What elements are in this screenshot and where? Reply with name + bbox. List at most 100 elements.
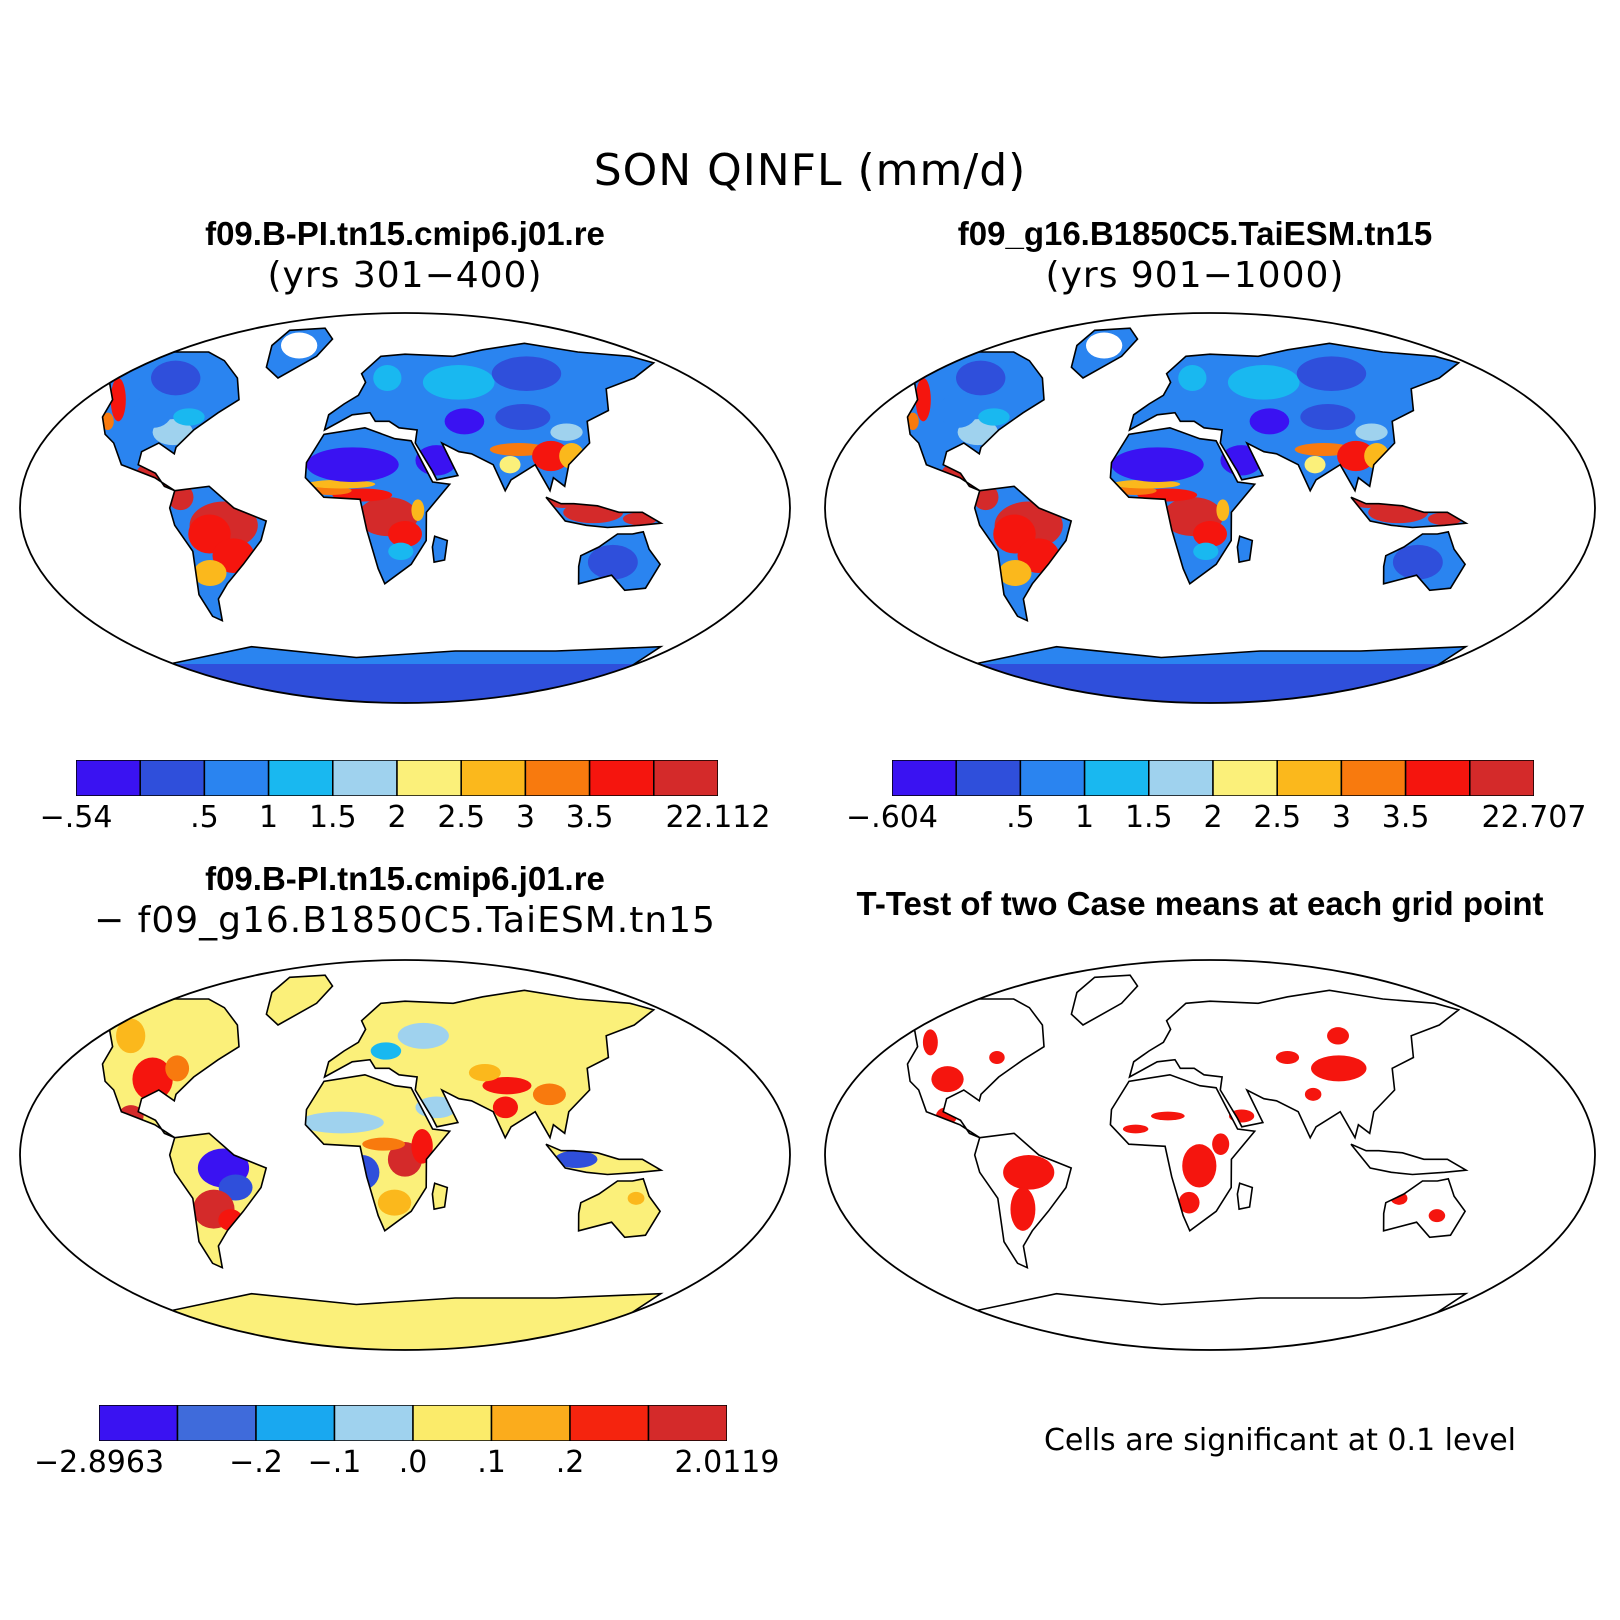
colorbar-tick-label: 2.5: [437, 800, 486, 835]
coastline-antarctica: [851, 1292, 1469, 1350]
value-region: [1337, 440, 1375, 472]
antarctica-field: [851, 664, 1467, 703]
significant-region: [1212, 1133, 1230, 1155]
coastline-greenland: [265, 974, 334, 1026]
value-region: [373, 365, 402, 391]
coastline-madagascar: [1236, 535, 1254, 564]
colorbar-labels-bottom-left: −2.8963 −.2 −.1 .0 .1 .2 2.0119: [34, 1445, 780, 1485]
value-region: [1392, 544, 1443, 580]
colorbar-tick-label: −.54: [39, 800, 113, 835]
value-region: [1296, 356, 1367, 391]
value-region: [1355, 423, 1388, 441]
map-border: [19, 959, 791, 1351]
colorbar-tick-label: 1.5: [1124, 800, 1173, 835]
value-region: [491, 356, 562, 391]
coastline-eurasia: [323, 989, 656, 1140]
colorbar-swatch: [892, 760, 957, 796]
colorbar-swatch: [267, 760, 334, 796]
coastline-africa: [1109, 426, 1257, 586]
colorbar-tick-label: −.604: [846, 800, 938, 835]
map-bottom-right: [824, 959, 1596, 1351]
significant-region: [1003, 1155, 1055, 1190]
colorbar-swatch: [1469, 760, 1534, 796]
colorbar-swatch: [255, 1405, 336, 1441]
coastline-greenland: [265, 327, 334, 379]
colorbar-swatch: [460, 760, 527, 796]
colorbar-swatch: [1148, 760, 1214, 796]
colorbar-tick-label: .0: [398, 1445, 428, 1480]
colorbar-swatch: [396, 760, 462, 796]
panel-subtitle-top-right: (yrs 901−1000): [1045, 255, 1345, 296]
coastline-eurasia: [323, 342, 656, 493]
colorbar-swatch: [139, 760, 206, 796]
value-region: [482, 1077, 532, 1095]
colorbar-swatch: [524, 760, 591, 796]
value-region: [377, 1189, 412, 1216]
coastline-antarctica: [851, 645, 1469, 703]
value-region: [978, 408, 1010, 426]
map-top-right: [824, 312, 1596, 704]
coastline-australia: [1382, 1177, 1467, 1239]
coastline-australia: [577, 1177, 662, 1239]
significant-region: [931, 1066, 964, 1093]
value-region: [133, 393, 173, 428]
colorbar-tick-label: 1: [1075, 800, 1095, 835]
value-region: [397, 1022, 449, 1049]
value-region: [1304, 456, 1326, 474]
colorbar-tick-label: −.2: [229, 1445, 283, 1480]
coastline-eurasia: [1128, 989, 1461, 1140]
coastline-northAmerica: [64, 998, 240, 1139]
coastline-northAmerica: [869, 351, 1045, 492]
value-region: [218, 1174, 253, 1201]
significant-region: [1304, 1087, 1322, 1101]
colorbar-swatch: [569, 1405, 650, 1441]
value-region: [468, 1064, 501, 1082]
colorbar-swatch: [588, 760, 655, 796]
coastline-indonesia: [545, 496, 664, 529]
value-region: [193, 560, 227, 586]
antarctica-field: [46, 664, 662, 703]
colorbar-tick-label: .2: [555, 1445, 585, 1480]
value-region: [422, 365, 495, 400]
colorbar-tick-label: −.1: [307, 1445, 362, 1480]
value-region: [165, 1055, 190, 1082]
value-region: [132, 1057, 173, 1101]
value-region: [299, 1111, 384, 1134]
value-region: [387, 521, 423, 547]
colorbar-labels-top-right: −.604 .5 1 1.5 2 2.5 3 3.5 22.707: [846, 800, 1586, 840]
coastline-indonesia: [1350, 1143, 1469, 1176]
value-region: [1216, 499, 1230, 521]
value-region: [280, 332, 318, 359]
colorbar-tick-label: 3: [1331, 800, 1351, 835]
colorbar-tick-label: 2.5: [1253, 800, 1302, 835]
colorbar-labels-top-left: −.54 .5 1 1.5 2 2.5 3 3.5 22.112: [40, 800, 771, 840]
significant-region: [989, 1051, 1005, 1064]
coastline-indonesia: [545, 1143, 664, 1176]
value-region: [307, 479, 376, 489]
value-region: [1085, 332, 1123, 359]
value-region: [306, 447, 399, 482]
colorbar-top-right: [892, 760, 1534, 796]
panel-title-bottom-right: T-Test of two Case means at each grid po…: [856, 885, 1544, 922]
colorbar-swatch: [647, 1405, 727, 1441]
colorbar-tick-label: 1.5: [308, 800, 357, 835]
value-region: [1178, 365, 1207, 391]
colorbar-swatch: [76, 760, 141, 796]
value-region: [532, 440, 570, 472]
coastline-antarctica: [46, 1292, 664, 1350]
significant-region: [1311, 1055, 1367, 1082]
significant-region: [1428, 1209, 1446, 1223]
colorbar-swatch: [203, 760, 270, 796]
colorbar-swatch: [1083, 760, 1150, 796]
coastline-africa: [1109, 1073, 1257, 1233]
panel-title-bottom-left: f09.B-PI.tn15.cmip6.j01.re: [205, 860, 605, 897]
value-region: [1227, 365, 1300, 400]
colorbar-swatch: [1276, 760, 1343, 796]
colorbar-top-left: [76, 760, 718, 796]
coastline-eurasia: [1128, 342, 1461, 493]
value-region: [587, 544, 638, 580]
coastline-southAmerica: [973, 485, 1073, 623]
map-border: [824, 959, 1596, 1351]
significant-region: [922, 1029, 938, 1056]
colorbar-swatch: [332, 760, 398, 796]
